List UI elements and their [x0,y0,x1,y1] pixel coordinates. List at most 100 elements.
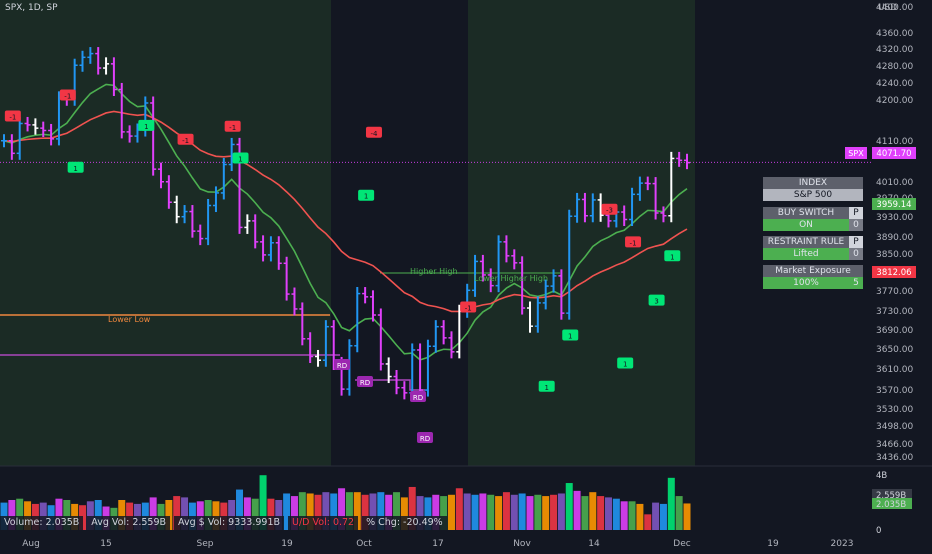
signal-label: 3 [654,298,658,306]
time-tick: Sep [197,539,214,549]
volume-bar [542,496,550,530]
price-tick: 3770.00 [876,287,913,297]
volume-bar [683,503,691,530]
rd-label: RD [413,394,423,402]
price-tick: 3890.00 [876,233,913,243]
volume-bar [345,492,353,530]
volume-status-bar: Volume: 2.035B Avg Vol: 2.559B Avg $ Vol… [0,516,462,530]
restraint-value: Lifted [763,248,849,260]
volume-bar [628,501,636,530]
price-badge-value: 3812.06 [876,268,911,278]
symbol-label[interactable]: SPX, 1D, SP [5,3,58,13]
volume-bar [267,498,275,530]
index-header: INDEX [763,177,863,189]
signal-marker[interactable] [232,152,249,164]
rd-label: RD [420,435,430,443]
signal-label: -1 [465,305,472,313]
volume-bar [534,494,542,530]
volume-bar [440,496,448,530]
time-tick: Dec [673,539,690,549]
signal-marker[interactable] [138,119,155,131]
volume-bar [495,496,503,530]
volume-bar [463,493,471,530]
volume-bar [298,492,306,530]
time-tick: 14 [588,539,600,549]
signal-marker[interactable] [460,301,477,313]
higher-high-label: Higher High [410,267,458,276]
volume-bar [644,514,652,530]
volume-bar [196,501,204,530]
index-value: S&P 500 [763,189,863,201]
signal-marker[interactable] [224,120,241,132]
currency-label: USD [878,3,898,13]
signal-marker[interactable] [59,89,76,101]
price-badge-value: 4071.70 [876,149,911,159]
time-tick: 19 [281,539,293,549]
rd-label: RD [337,362,347,370]
time-tick: Aug [22,539,40,549]
lower-higher-high-label: Lower Higher High [474,274,548,283]
volume-bar [283,493,291,530]
price-tick: 4320.00 [876,45,913,55]
lower-low-label: Lower Low [108,315,151,324]
signal-label: 1 [238,155,242,163]
signal-marker[interactable] [4,110,21,122]
signal-marker[interactable] [67,161,84,173]
price-tick: 3570.00 [876,386,913,396]
percent-change-text: % Chg: -20.49% [362,516,447,530]
price-tick: 4110.00 [876,137,913,147]
signal-marker[interactable] [617,357,634,369]
volume-bar [424,497,432,530]
rd-marker[interactable] [417,432,433,443]
signal-label: 1 [623,360,627,368]
ema-fast-line [3,83,688,361]
volume-bar [228,500,236,530]
price-tick: 3530.00 [876,405,913,415]
volume-bar [338,488,346,530]
signal-marker[interactable] [177,133,194,145]
volume-bar [353,492,361,530]
signal-label: 1 [144,123,148,131]
rd-marker[interactable] [334,359,350,370]
volume-bar [86,501,94,530]
volume-bar [447,494,455,530]
rd-marker[interactable] [357,376,373,387]
rd-label: RD [360,379,370,387]
volume-bar [620,501,628,530]
signal-marker[interactable] [538,380,555,392]
volume-bar [518,493,526,530]
volume-bar [149,497,157,530]
signal-marker[interactable] [365,126,382,138]
price-badge-symbol-text: SPX [848,149,864,158]
signal-marker[interactable] [358,189,375,201]
volume-bar [181,497,189,530]
volume-bar [416,496,424,530]
rd-marker[interactable] [410,391,426,402]
signal-marker[interactable] [601,203,618,215]
volume-bar [243,497,251,530]
signal-marker[interactable] [625,236,642,248]
volume-bar [306,493,314,530]
time-tick: 19 [767,539,779,549]
volume-bar [94,500,102,530]
price-tick: 3436.00 [876,453,913,463]
buy-switch-count: 0 [849,219,863,231]
price-tick: 4200.00 [876,96,913,106]
volume-bar [589,492,597,530]
volume-bar [165,500,173,530]
volume-bar [16,498,24,530]
signal-marker[interactable] [664,250,681,262]
price-tick: 3730.00 [876,307,913,317]
volume-bar [377,492,385,530]
time-tick: Oct [356,539,372,549]
exposure-label: Market Exposure [763,265,863,277]
price-badge-symbol [845,147,867,159]
signal-label: 1 [544,384,548,392]
signal-label: -1 [64,93,71,101]
signal-marker[interactable] [648,294,665,306]
volume-bar [573,490,581,530]
signal-marker[interactable] [562,329,579,341]
volume-bar [455,488,463,530]
